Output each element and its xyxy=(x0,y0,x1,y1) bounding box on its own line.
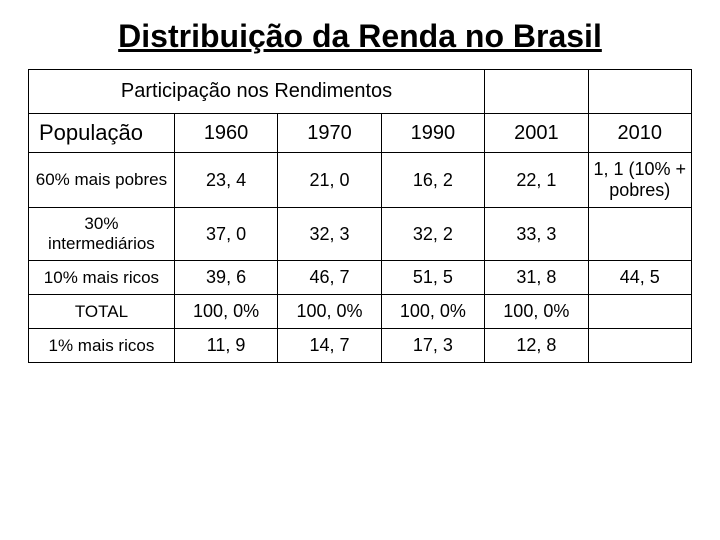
table-cell: 31, 8 xyxy=(485,261,588,295)
row-label: 30% intermediários xyxy=(29,208,175,261)
table-cell: 32, 3 xyxy=(278,208,381,261)
table-empty-cell xyxy=(588,70,691,114)
table-cell: 11, 9 xyxy=(174,329,277,363)
table-cell: 16, 2 xyxy=(381,153,484,208)
income-table: Participação nos Rendimentos População 1… xyxy=(28,69,692,363)
table-cell: 1, 1 (10% + pobres) xyxy=(588,153,691,208)
table-subtitle: Participação nos Rendimentos xyxy=(29,70,485,114)
table-cell xyxy=(588,329,691,363)
row-label: TOTAL xyxy=(29,295,175,329)
table-cell: 33, 3 xyxy=(485,208,588,261)
table-cell: 44, 5 xyxy=(588,261,691,295)
table-cell: 32, 2 xyxy=(381,208,484,261)
table-row: 30% intermediários 37, 0 32, 3 32, 2 33,… xyxy=(29,208,692,261)
table-cell: 21, 0 xyxy=(278,153,381,208)
table-cell xyxy=(588,295,691,329)
page-title: Distribuição da Renda no Brasil xyxy=(28,18,692,55)
year-header: 1960 xyxy=(174,114,277,153)
row-label: 60% mais pobres xyxy=(29,153,175,208)
table-subtitle-row: Participação nos Rendimentos xyxy=(29,70,692,114)
table-cell: 17, 3 xyxy=(381,329,484,363)
year-header: 1990 xyxy=(381,114,484,153)
table-row: TOTAL 100, 0% 100, 0% 100, 0% 100, 0% xyxy=(29,295,692,329)
table-cell: 51, 5 xyxy=(381,261,484,295)
table-row: 1% mais ricos 11, 9 14, 7 17, 3 12, 8 xyxy=(29,329,692,363)
table-cell: 100, 0% xyxy=(278,295,381,329)
table-cell: 12, 8 xyxy=(485,329,588,363)
table-cell: 22, 1 xyxy=(485,153,588,208)
table-cell: 39, 6 xyxy=(174,261,277,295)
row-label: 1% mais ricos xyxy=(29,329,175,363)
year-header: 1970 xyxy=(278,114,381,153)
table-cell: 37, 0 xyxy=(174,208,277,261)
table-cell: 100, 0% xyxy=(485,295,588,329)
table-cell: 23, 4 xyxy=(174,153,277,208)
table-empty-cell xyxy=(485,70,588,114)
table-cell: 46, 7 xyxy=(278,261,381,295)
table-cell: 14, 7 xyxy=(278,329,381,363)
table-cell xyxy=(588,208,691,261)
year-header: 2001 xyxy=(485,114,588,153)
table-row: 60% mais pobres 23, 4 21, 0 16, 2 22, 1 … xyxy=(29,153,692,208)
table-cell: 100, 0% xyxy=(381,295,484,329)
table-cell: 100, 0% xyxy=(174,295,277,329)
population-header: População xyxy=(29,114,175,153)
table-header-row: População 1960 1970 1990 2001 2010 xyxy=(29,114,692,153)
row-label: 10% mais ricos xyxy=(29,261,175,295)
year-header: 2010 xyxy=(588,114,691,153)
table-row: 10% mais ricos 39, 6 46, 7 51, 5 31, 8 4… xyxy=(29,261,692,295)
